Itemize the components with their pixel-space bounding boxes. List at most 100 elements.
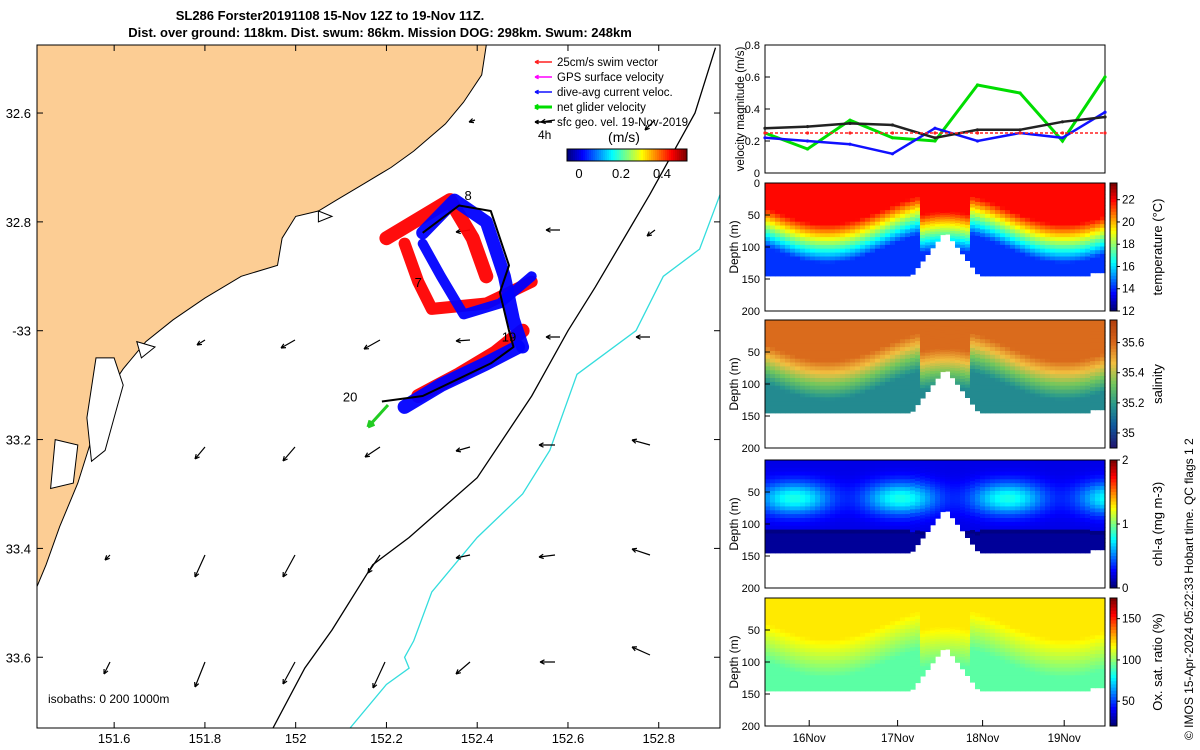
section-cell bbox=[800, 518, 806, 523]
section-cell bbox=[855, 385, 861, 391]
section-cell bbox=[950, 183, 956, 186]
section-cell bbox=[870, 378, 876, 383]
section-cell bbox=[985, 475, 991, 480]
section-cell bbox=[780, 331, 786, 337]
section-cell bbox=[1040, 327, 1046, 333]
section-cell bbox=[790, 471, 796, 477]
section-cell bbox=[800, 401, 806, 406]
section-cell bbox=[825, 217, 831, 223]
section-cell bbox=[830, 229, 836, 234]
section-cell bbox=[820, 252, 826, 258]
section-cell bbox=[835, 541, 841, 546]
section-cell bbox=[825, 323, 831, 329]
section-cell bbox=[890, 248, 896, 254]
section-cell bbox=[1080, 327, 1086, 333]
section-cell bbox=[1080, 225, 1086, 230]
section-cell bbox=[800, 537, 806, 542]
section-cell bbox=[900, 521, 906, 527]
section-cell bbox=[855, 405, 861, 410]
section-cell bbox=[875, 498, 881, 504]
section-cell bbox=[900, 206, 906, 211]
section-cell bbox=[940, 472, 946, 476]
section-cell bbox=[960, 486, 966, 490]
section-cell bbox=[1015, 327, 1021, 333]
section-cell bbox=[1050, 217, 1056, 223]
section-cell bbox=[835, 233, 841, 238]
section-cell bbox=[965, 257, 971, 261]
section-cell bbox=[895, 339, 901, 344]
section-cell bbox=[780, 385, 786, 391]
section-cell bbox=[1080, 237, 1086, 242]
section-cell bbox=[985, 237, 991, 242]
section-cell bbox=[825, 339, 831, 344]
section-cell bbox=[785, 327, 791, 333]
section-cell bbox=[890, 479, 896, 484]
section-cell bbox=[920, 247, 926, 252]
section-cell bbox=[845, 494, 851, 500]
section-cell bbox=[865, 494, 871, 500]
section-cell bbox=[860, 502, 866, 507]
section-cell bbox=[985, 370, 991, 375]
section-cell bbox=[1015, 210, 1021, 215]
section-cell bbox=[1005, 221, 1011, 227]
colorbar-segment bbox=[677, 149, 680, 161]
section-cell bbox=[975, 486, 981, 491]
section-cell bbox=[795, 483, 801, 488]
section-cell bbox=[805, 467, 811, 473]
section-cell bbox=[1030, 241, 1036, 246]
section-cell bbox=[815, 498, 821, 504]
section-cell bbox=[800, 229, 806, 234]
section-cell bbox=[1025, 529, 1031, 535]
section-cell bbox=[845, 248, 851, 254]
legend-label: net glider velocity bbox=[557, 102, 646, 114]
section-cell bbox=[805, 502, 811, 507]
section-cell bbox=[950, 195, 956, 198]
section-cell bbox=[1060, 213, 1066, 219]
section-cell bbox=[930, 207, 936, 211]
section-cell bbox=[955, 349, 961, 353]
section-cell bbox=[845, 213, 851, 219]
section-cell bbox=[960, 206, 966, 211]
section-cell bbox=[925, 486, 931, 491]
section-cell bbox=[765, 514, 771, 519]
section-cell bbox=[895, 198, 901, 203]
section-cell bbox=[895, 210, 901, 215]
section-cell bbox=[795, 335, 801, 340]
section-cell bbox=[885, 378, 891, 383]
colorbar-segment bbox=[1110, 403, 1117, 407]
section-cell bbox=[960, 364, 966, 368]
section-cell bbox=[855, 370, 861, 375]
section-cell bbox=[940, 494, 946, 498]
section-cell bbox=[860, 533, 866, 538]
section-cell bbox=[810, 467, 816, 473]
section-cell bbox=[840, 408, 846, 414]
section-cell bbox=[1055, 206, 1061, 211]
section-cell bbox=[1060, 190, 1066, 196]
section-cell bbox=[870, 268, 876, 273]
section-cell bbox=[1075, 354, 1081, 360]
section-cell bbox=[1005, 498, 1011, 504]
section-cell bbox=[1085, 335, 1091, 340]
section-cell bbox=[855, 537, 861, 542]
section-cell bbox=[1100, 201, 1106, 206]
section-cell bbox=[785, 389, 791, 395]
section-cell bbox=[855, 183, 861, 188]
colorbar-segment bbox=[1110, 224, 1117, 229]
section-cell bbox=[950, 472, 956, 475]
colorbar-segment bbox=[1110, 387, 1117, 391]
section-cell bbox=[770, 370, 776, 375]
section-cell bbox=[975, 183, 981, 188]
section-cell bbox=[1085, 374, 1091, 379]
section-cell bbox=[910, 369, 916, 374]
section-cell bbox=[805, 271, 811, 277]
section-cell bbox=[950, 231, 956, 234]
colorbar-segment bbox=[629, 149, 632, 161]
section-cell bbox=[915, 530, 921, 535]
lat-tick-label: 32.8 bbox=[6, 215, 31, 230]
section-cell bbox=[970, 467, 976, 472]
section-cell bbox=[1000, 518, 1006, 523]
section-cell bbox=[850, 479, 856, 484]
section-cell bbox=[995, 370, 1001, 375]
section-cell bbox=[795, 541, 801, 546]
section-cell bbox=[1015, 264, 1021, 269]
